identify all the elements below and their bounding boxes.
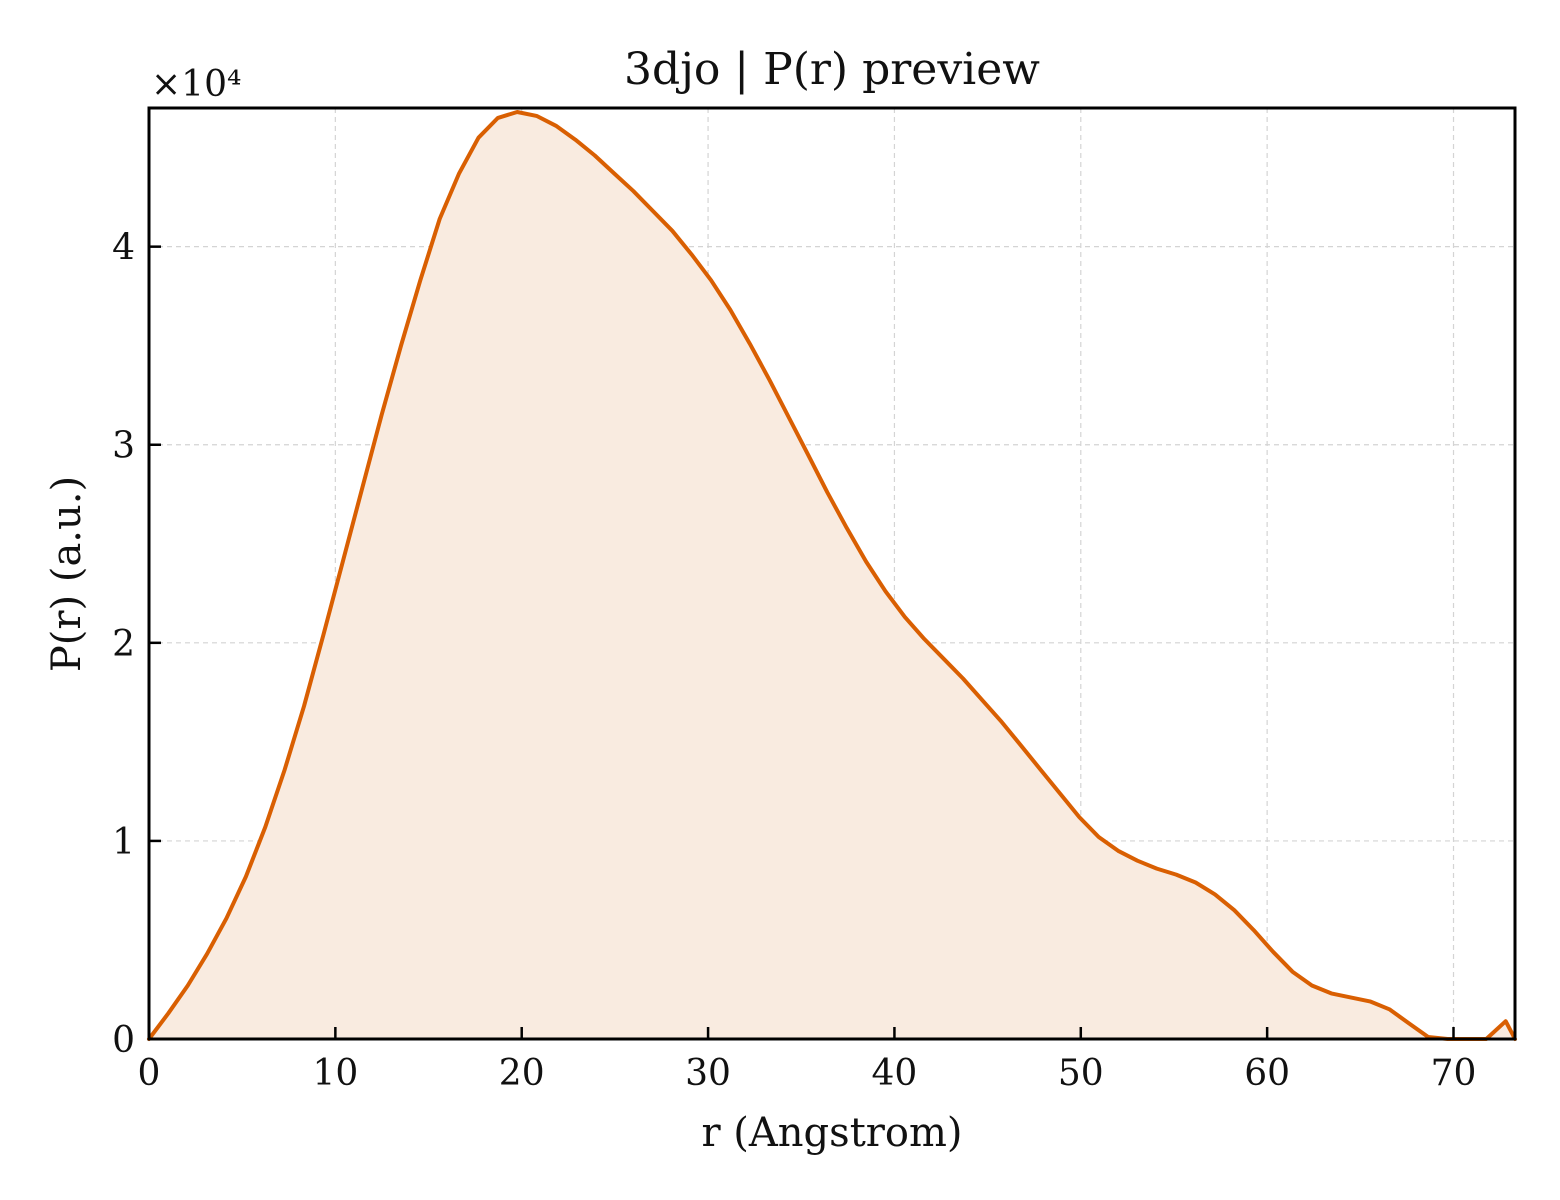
x-tick-label: 20	[499, 1053, 545, 1094]
y-tick-label: 4	[112, 228, 135, 269]
chart-title: 3djo | P(r) preview	[624, 44, 1040, 95]
x-tick-label: 0	[138, 1053, 161, 1094]
x-tick-label: 60	[1244, 1053, 1290, 1094]
x-tick-label: 30	[685, 1053, 731, 1094]
x-axis-label: r (Angstrom)	[701, 1110, 962, 1156]
axis-ticks: 0 10 20 30 40 50 60 70 0 1 2 3 4	[112, 228, 1476, 1094]
pr-area-fill	[149, 112, 1515, 1039]
y-tick-label: 1	[112, 822, 135, 863]
plot-frame	[147, 106, 1517, 1041]
y-axis-multiplier: ×10⁴	[151, 64, 241, 105]
y-axis-label: P(r) (a.u.)	[44, 476, 90, 672]
x-tick-label: 50	[1058, 1053, 1104, 1094]
y-tick-label: 3	[112, 426, 135, 467]
pr-series-line	[147, 110, 1517, 1041]
x-tick-label: 10	[312, 1053, 358, 1094]
x-tick-label: 70	[1431, 1053, 1477, 1094]
y-tick-label: 2	[112, 624, 135, 665]
x-tick-label: 40	[872, 1053, 918, 1094]
y-tick-label: 0	[112, 1020, 135, 1061]
